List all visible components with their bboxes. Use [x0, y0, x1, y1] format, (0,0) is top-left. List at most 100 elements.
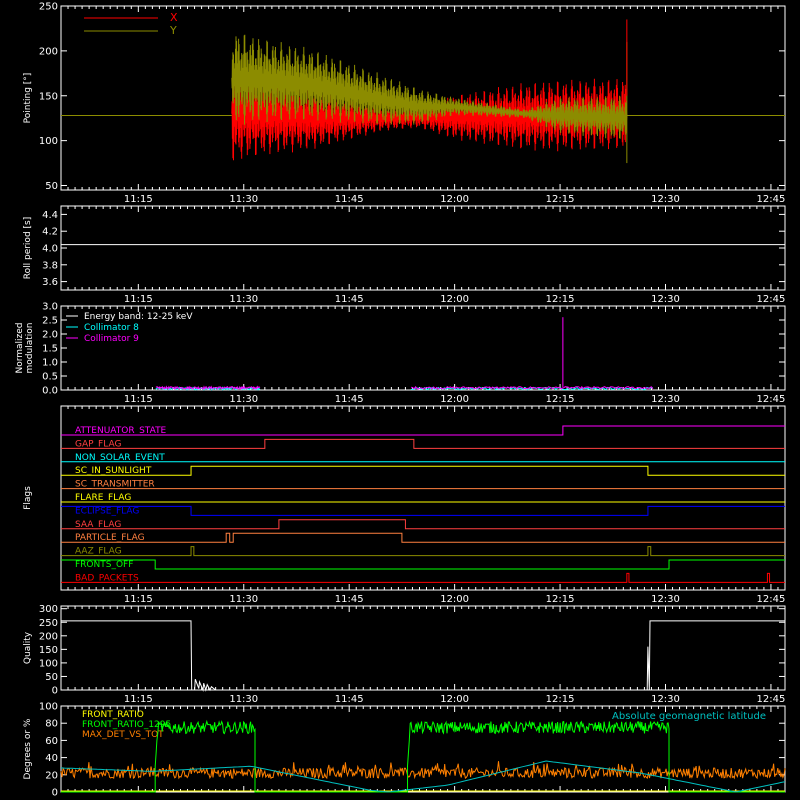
- flag-step-line: [61, 519, 785, 530]
- flag-step-line: [61, 572, 785, 583]
- x-tick-label: 12:15: [546, 694, 575, 705]
- x-tick-label: 12:00: [440, 294, 469, 305]
- y-tick-label: 50: [45, 181, 58, 192]
- geomagnetic-latitude-line: [60, 760, 786, 793]
- y-tick-label: 4.0: [42, 244, 58, 255]
- x-tick-label: 11:45: [335, 594, 364, 605]
- y-tick-label: 100: [39, 658, 58, 669]
- plot-frame: [60, 5, 786, 191]
- flag-label: AAZ_FLAG: [75, 547, 122, 557]
- y-tick-label: 250: [39, 618, 58, 629]
- y-tick-label: 250: [39, 2, 58, 13]
- x-tick-label: 12:30: [651, 394, 680, 405]
- x-tick-label: 12:45: [757, 294, 786, 305]
- front_ratio-panel: 0 20 40 60 80 100 Degrees or % FRONT_RATIOFRONT…: [23, 702, 786, 799]
- y-tick-label: 3.6: [42, 277, 58, 288]
- y-tick-label: 300: [39, 604, 58, 615]
- x-tick-label: 12:00: [440, 194, 469, 205]
- series-y-oscillation: [231, 34, 628, 139]
- flag-step-line: [61, 505, 785, 516]
- x-tick-label: 12:15: [546, 194, 575, 205]
- flag-label: SC_IN_SUNLIGHT: [75, 466, 152, 476]
- x-tick-label: 12:00: [440, 594, 469, 605]
- x-tick-label: 12:15: [546, 294, 575, 305]
- legend-label: Collimator 8: [84, 323, 139, 333]
- y-tick-label: 0: [52, 686, 58, 697]
- modulation-panel: 11:15 11:30 11:45 12:00 12:15 12:30 12:45 0.0 0.…: [15, 302, 786, 405]
- y-tick-label: 0: [52, 788, 58, 799]
- y-axis-label: Normalized: [15, 322, 25, 373]
- x-tick-label: 12:15: [546, 394, 575, 405]
- y-tick-label: 100: [39, 702, 58, 713]
- x-tick-label: 11:45: [335, 694, 364, 705]
- flag-label: GAP_FLAG: [75, 439, 121, 449]
- flag-step-line: [61, 425, 785, 436]
- roll_period-panel: 11:15 11:30 11:45 12:00 12:15 12:30 12:45 3.6 3.…: [23, 205, 786, 305]
- x-tick-label: 12:30: [651, 294, 680, 305]
- y-tick-label: 2.0: [42, 330, 58, 341]
- x-tick-label: 11:30: [229, 594, 258, 605]
- y-axis-label: Roll period [s]: [23, 217, 33, 279]
- flag-label: ECLIPSE_FLAG: [75, 506, 139, 516]
- x-tick-label: 12:30: [651, 594, 680, 605]
- x-tick-label: 11:30: [229, 294, 258, 305]
- front-ratio-1295-legend-label: FRONT_RATIO_1295: [82, 720, 171, 730]
- x-tick-label: 11:15: [124, 394, 153, 405]
- x-tick-label: 12:30: [651, 194, 680, 205]
- flag-label: BAD_PACKETS: [75, 573, 139, 583]
- x-tick-label: 12:45: [757, 594, 786, 605]
- flag-label: ATTENUATOR_STATE: [75, 426, 167, 436]
- y-tick-label: 4.2: [42, 227, 58, 238]
- x-tick-label: 11:45: [335, 294, 364, 305]
- energy-band-label: Energy band: 12-25 keV: [84, 312, 193, 322]
- quality-line: [61, 620, 785, 692]
- flags-panel: 11:15 11:30 11:45 12:00 12:15 12:30 12:45 Flags…: [23, 405, 786, 605]
- x-tick-label: 12:30: [651, 694, 680, 705]
- y-tick-label: 150: [39, 91, 58, 102]
- y-axis-label: Flags: [23, 486, 33, 510]
- flag-label: NON_SOLAR_EVENT: [75, 453, 165, 463]
- flag-step-line: [61, 559, 785, 570]
- legend-label: X: [170, 11, 178, 24]
- x-tick-label: 11:30: [229, 394, 258, 405]
- y-tick-label: 2.5: [42, 316, 58, 327]
- y-tick-label: 4.4: [42, 210, 58, 221]
- flag-label: FLARE_FLAG: [75, 493, 131, 503]
- y-tick-label: 0.5: [42, 372, 58, 383]
- plot-frame: [60, 405, 786, 591]
- y-axis-label: Degrees or %: [23, 718, 33, 779]
- y-tick-label: 1.5: [42, 344, 58, 355]
- front-ratio-1295-line: [61, 719, 785, 793]
- y-tick-label: 40: [45, 753, 58, 764]
- flag-step-line: [61, 465, 785, 476]
- legend-label: Y: [169, 24, 177, 37]
- y-tick-label: 60: [45, 736, 58, 747]
- y-tick-label: 3.0: [42, 302, 58, 313]
- x-tick-label: 11:15: [124, 594, 153, 605]
- max-det-vs-tot-line: [60, 761, 786, 780]
- x-tick-label: 12:15: [546, 594, 575, 605]
- pointing-panel: 11:15 11:30 11:45 12:00 12:15 12:30 12:45 50 100…: [23, 2, 786, 205]
- flag-label: SAA_FLAG: [75, 520, 121, 530]
- x-tick-label: 11:30: [229, 694, 258, 705]
- x-tick-label: 11:30: [229, 194, 258, 205]
- y-axis-label: Pointing [°]: [23, 73, 33, 124]
- y-tick-label: 200: [39, 631, 58, 642]
- x-tick-label: 11:45: [335, 394, 364, 405]
- y-axis-label: modulation: [25, 323, 35, 374]
- y-tick-label: 50: [45, 672, 58, 683]
- y-tick-label: 1.0: [42, 358, 58, 369]
- x-tick-label: 11:15: [124, 294, 153, 305]
- y-tick-label: 150: [39, 645, 58, 656]
- latitude-legend-label: Absolute geomagnetic latitude: [612, 711, 766, 722]
- quality-panel: 11:15 11:30 11:45 12:00 12:15 12:30 12:45 0 50 10…: [23, 604, 786, 705]
- flag-label: SC_TRANSMITTER: [75, 480, 155, 490]
- x-tick-label: 11:15: [124, 194, 153, 205]
- plot-frame: [60, 705, 786, 793]
- modulation-series-line: [155, 385, 261, 391]
- y-tick-label: 100: [39, 136, 58, 147]
- legend-label: Collimator 9: [84, 334, 139, 344]
- y-tick-label: 0.0: [42, 386, 58, 397]
